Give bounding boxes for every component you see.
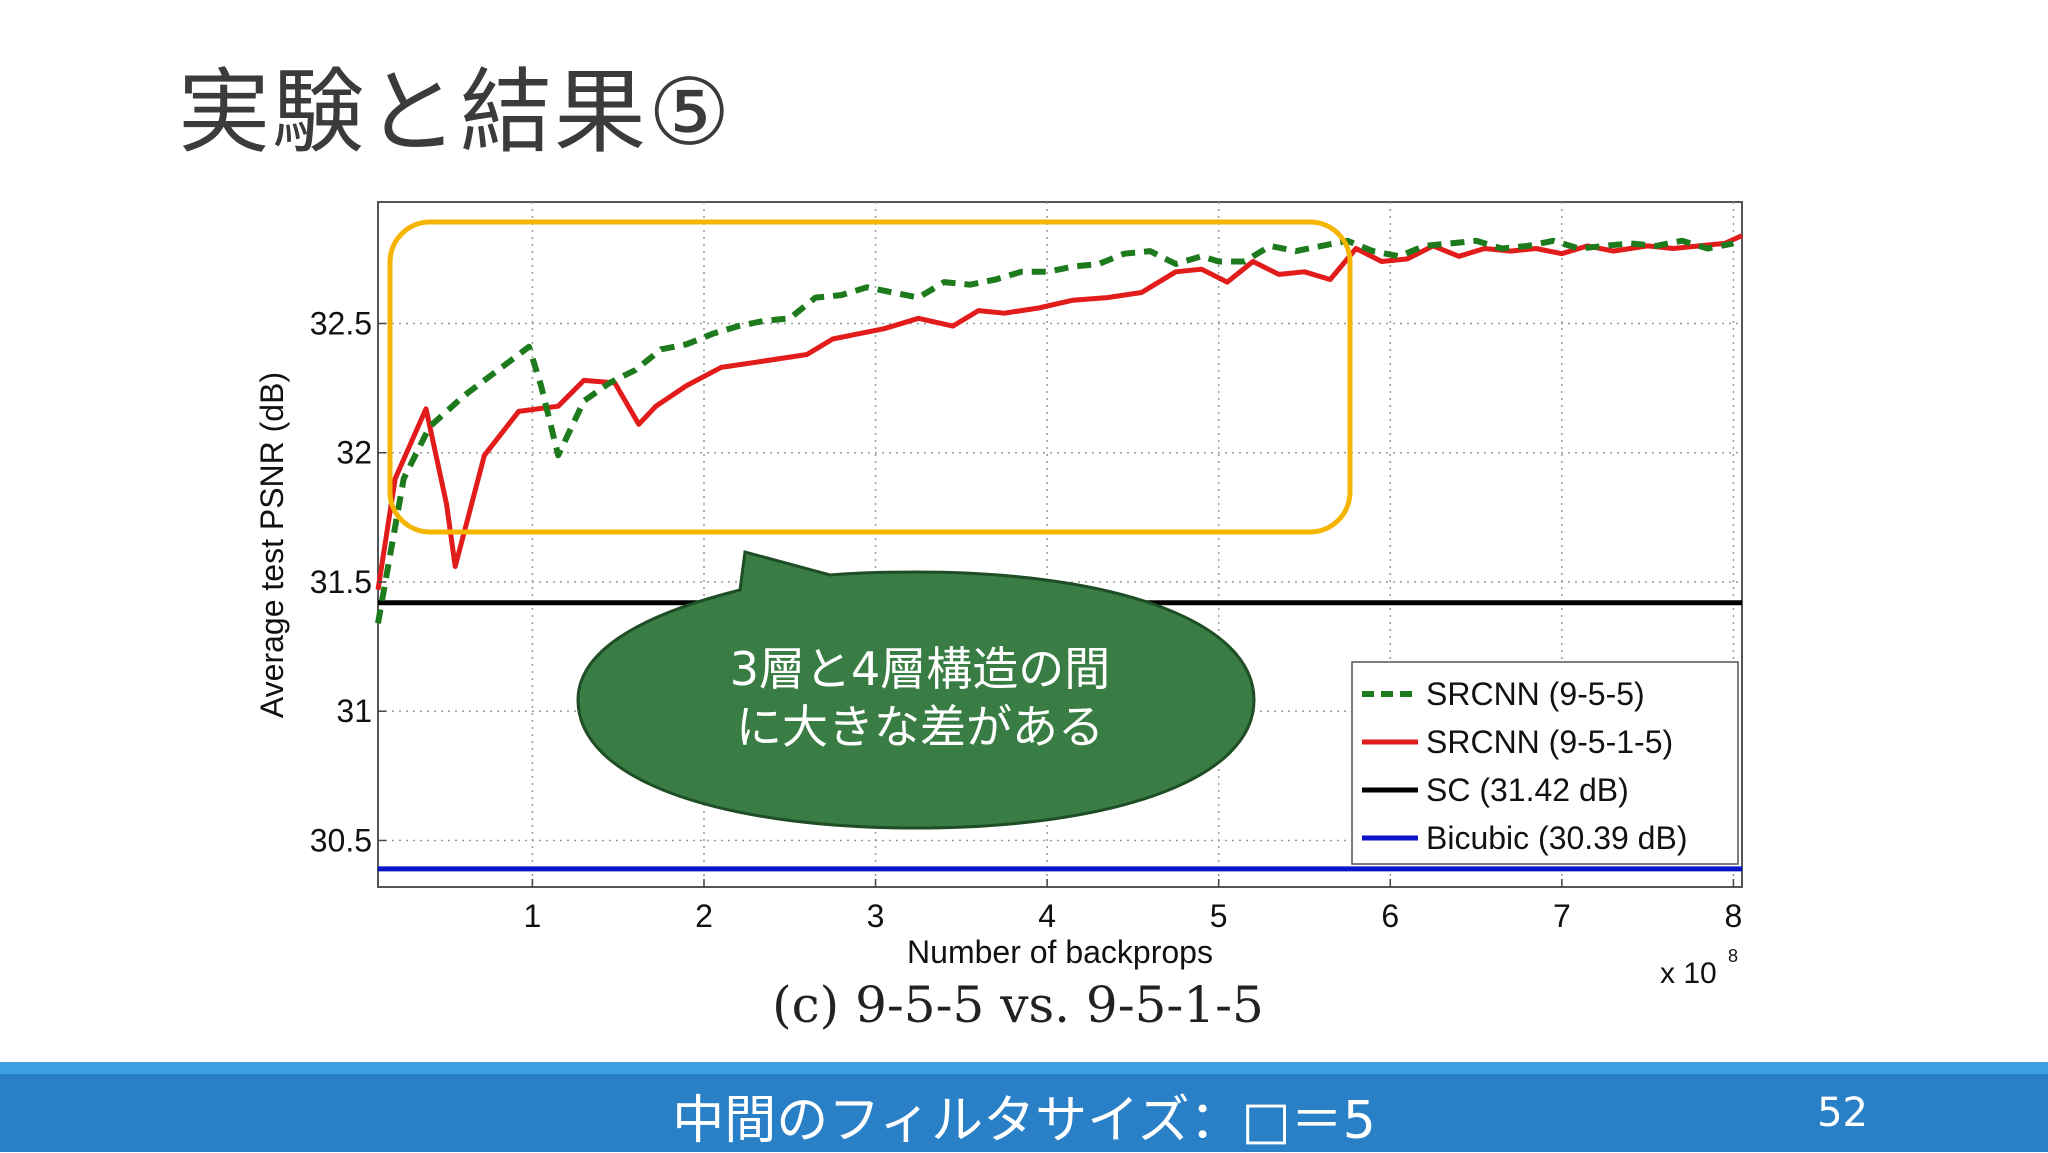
slide-title: 実験と結果⑤ <box>178 59 733 166</box>
legend-label-3: Bicubic (30.39 dB) <box>1426 820 1687 856</box>
footer-accent-strip <box>0 1062 2048 1074</box>
legend-label-2: SC (31.42 dB) <box>1426 772 1629 808</box>
y-tick-label: 31.5 <box>310 564 372 600</box>
axis-ticks: 1 2 3 4 5 6 7 8 30.5 31 31.5 32 32.5 <box>310 305 1743 934</box>
x-tick-label: 3 <box>867 898 885 934</box>
series-line-1 <box>375 233 1744 591</box>
x-tick-label: 6 <box>1381 898 1399 934</box>
legend-label-0: SRCNN (9-5-5) <box>1426 676 1645 712</box>
x-tick-label: 5 <box>1210 898 1228 934</box>
callout-line-2: に大きな差がある <box>736 700 1104 754</box>
series-line-0 <box>375 237 1734 624</box>
y-tick-label: 32.5 <box>310 305 372 341</box>
x-tick-label: 8 <box>1725 898 1743 934</box>
legend: SRCNN (9-5-5) SRCNN (9-5-1-5) SC (31.42 dB… <box>1351 661 1739 865</box>
footer-text: 中間のフィルタサイズ：□＝5 <box>672 1091 1376 1151</box>
y-axis-label: Average test PSNR (dB) <box>254 372 290 718</box>
callout-bubble <box>576 550 1256 830</box>
x-tick-label: 4 <box>1038 898 1056 934</box>
highlight-box <box>387 219 1353 535</box>
x-multiplier-label: x 10 <box>1660 957 1717 990</box>
chart-caption: (c) 9-5-5 vs. 9-5-1-5 <box>772 976 1264 1034</box>
callout-line-1: 3層と4層構造の間 <box>729 642 1111 696</box>
y-tick-label: 32 <box>336 435 372 471</box>
x-tick-label: 1 <box>524 898 542 934</box>
page-number: 52 <box>1817 1090 1868 1136</box>
callout-text: 3層と4層構造の間 に大きな差がある <box>640 640 1200 756</box>
x-tick-label: 2 <box>695 898 713 934</box>
y-tick-label: 30.5 <box>310 822 372 858</box>
footer-bar <box>0 1062 2048 1152</box>
x-tick-label: 7 <box>1553 898 1571 934</box>
x-multiplier-exponent: 8 <box>1728 946 1738 966</box>
y-tick-label: 31 <box>336 693 372 729</box>
x-axis-label: Number of backprops <box>907 934 1213 970</box>
legend-box <box>1351 661 1739 865</box>
legend-label-1: SRCNN (9-5-1-5) <box>1426 724 1673 760</box>
